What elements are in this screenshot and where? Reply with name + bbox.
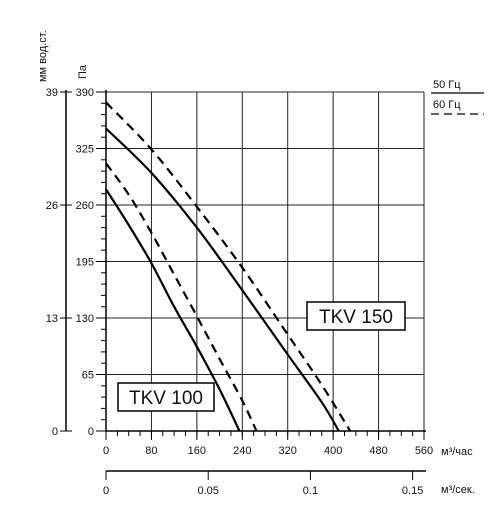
y2-tick-label: 0: [52, 426, 58, 438]
x-unit-label: м³/час: [441, 446, 473, 458]
x2-tick-label: 0.05: [198, 485, 219, 497]
x-tick-label: 400: [324, 445, 342, 457]
curves: [105, 101, 352, 432]
label-box-tkv-100-text: TKV 100: [129, 388, 203, 409]
x-tick-label: 480: [369, 445, 387, 457]
x-tick-label: 80: [145, 445, 157, 457]
x-tick-label: 240: [233, 445, 251, 457]
y-tick-label: 130: [76, 313, 94, 325]
y2-tick-label: 13: [46, 313, 58, 325]
y-tick-label: 260: [76, 200, 94, 212]
curve-tkv-150-60hz: [105, 101, 352, 432]
x2-tick-label: 0: [103, 485, 109, 497]
x-tick-label: 560: [415, 445, 433, 457]
legend-label-50hz: 50 Гц: [433, 79, 461, 91]
y2-tick-label: 26: [46, 200, 58, 212]
x-tick-label: 0: [103, 445, 109, 457]
y2-unit-label: мм вод.ст.: [37, 30, 49, 82]
y-tick-label: 195: [76, 257, 94, 269]
label-box-tkv-100: [117, 382, 215, 412]
label-box-tkv-150: [306, 301, 406, 331]
curve-tkv-100-60hz: [105, 162, 258, 432]
label-box-tkv-150-text: TKV 150: [319, 307, 393, 328]
x2-unit-label: м³/сек.: [441, 484, 475, 496]
y-tick-label: 390: [76, 87, 94, 99]
x-tick-label: 160: [188, 445, 206, 457]
grid: [105, 91, 425, 432]
y-unit-label: Па: [77, 64, 89, 79]
y2-tick-label: 39: [46, 87, 58, 99]
axes: [60, 90, 426, 480]
y-tick-label: 325: [76, 144, 94, 156]
curve-tkv-150-50hz: [105, 127, 340, 432]
x-tick-label: 320: [279, 445, 297, 457]
x2-tick-label: 0.15: [402, 485, 423, 497]
curve-tkv-100-50hz: [105, 188, 241, 432]
legend-label-60hz: 60 Гц: [433, 99, 461, 111]
y-tick-label: 65: [82, 370, 94, 382]
legend: 50 Гц 60 Гц: [431, 79, 484, 115]
x2-tick-label: 0.1: [303, 485, 318, 497]
y-tick-label: 0: [88, 426, 94, 438]
